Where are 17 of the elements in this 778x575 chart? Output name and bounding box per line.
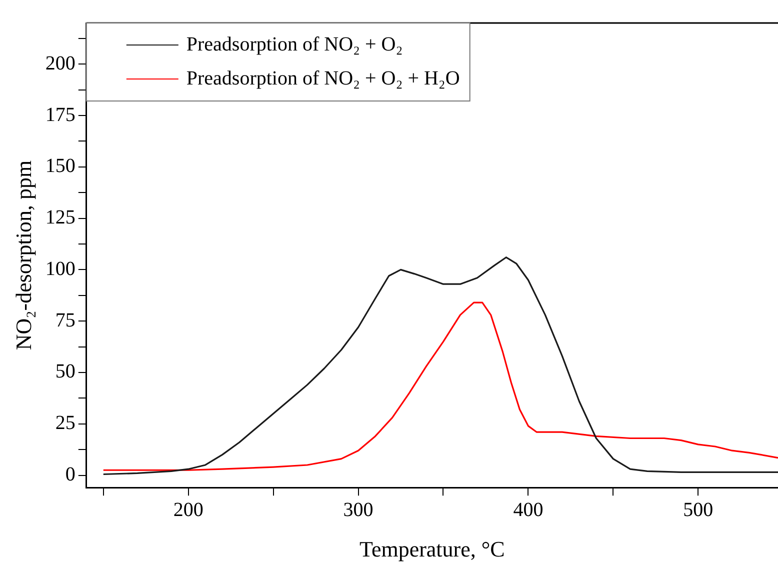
y-tick-label: 75 [55, 309, 76, 332]
x-axis-title: Temperature, °C [360, 536, 505, 562]
y-tick-label: 100 [45, 258, 76, 280]
x-tick-label: 200 [173, 498, 204, 521]
x-tick-label: 300 [343, 498, 374, 521]
legend-label: Preadsorption of NO₂ + O₂ + H₂O [186, 67, 460, 90]
y-axis-title: NO₂-desorption, ppm [10, 160, 36, 350]
y-tick-label: 25 [55, 412, 76, 434]
x-tick-label: 500 [683, 498, 714, 521]
y-tick-label: 150 [45, 155, 76, 178]
y-tick-label: 125 [45, 206, 76, 229]
x-tick-label: 400 [513, 498, 544, 521]
y-tick-label: 0 [65, 464, 76, 486]
legend-label: Preadsorption of NO₂ + O₂ [186, 33, 403, 56]
y-tick-label: 50 [55, 360, 76, 383]
y-tick-label: 175 [45, 104, 76, 126]
y-tick-label: 200 [45, 52, 76, 74]
